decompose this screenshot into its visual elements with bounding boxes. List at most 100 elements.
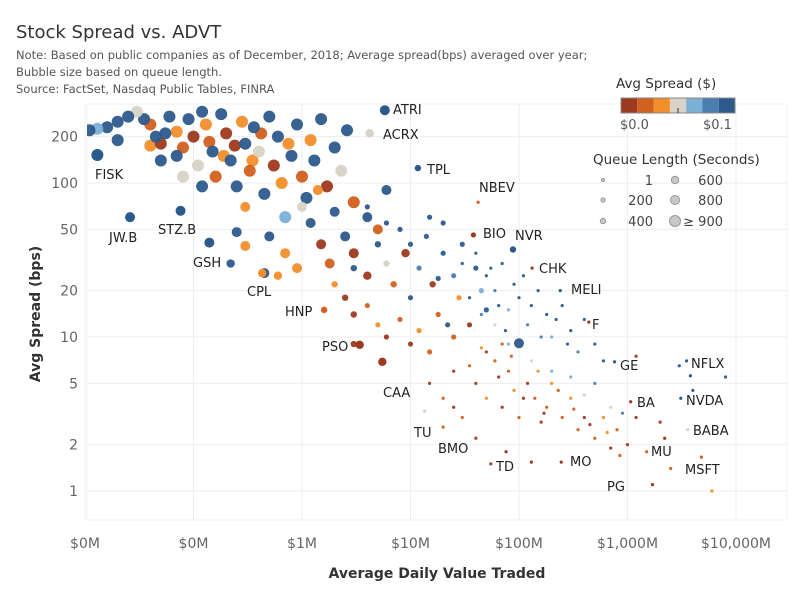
data-point	[601, 415, 606, 420]
labeled-point	[663, 436, 667, 440]
data-point	[220, 127, 233, 140]
data-point	[427, 214, 433, 220]
data-point	[565, 342, 570, 346]
data-point	[569, 396, 573, 400]
data-point	[252, 145, 265, 158]
data-point	[529, 359, 533, 363]
data-point	[340, 231, 351, 242]
data-point	[542, 411, 546, 415]
labeled-point	[530, 266, 534, 270]
data-point	[209, 170, 222, 183]
size-legend-label: 800	[698, 194, 723, 209]
color-swatch	[669, 98, 687, 113]
labeled-point	[504, 450, 508, 454]
data-point	[122, 110, 135, 123]
color-legend-min: $0.0	[620, 118, 649, 133]
data-point	[348, 248, 359, 259]
labeled-point	[379, 105, 390, 116]
labeled-point	[355, 340, 364, 349]
data-point	[474, 251, 478, 255]
data-point	[620, 411, 625, 415]
data-point	[364, 204, 370, 210]
data-point	[397, 226, 403, 232]
point-label: NBEV	[479, 181, 515, 196]
data-point	[484, 274, 488, 278]
data-point	[609, 446, 613, 450]
data-point	[517, 296, 521, 300]
data-point	[224, 154, 237, 167]
labeled-point	[414, 164, 422, 172]
data-point	[512, 388, 516, 393]
data-points	[87, 105, 728, 493]
data-point	[569, 329, 573, 333]
data-point	[576, 350, 580, 354]
point-label: MO	[570, 455, 591, 470]
point-label: JW.B	[108, 231, 137, 246]
data-point	[514, 338, 524, 349]
x-axis-ticks: $0M $0M $1M $10M $100M $1,000M $10,000M	[70, 536, 771, 552]
note-line-2: Bubble size based on queue length.	[16, 65, 223, 79]
data-point	[588, 422, 592, 427]
data-point	[479, 346, 483, 350]
data-point	[159, 127, 172, 140]
data-point	[460, 261, 464, 266]
data-point	[539, 420, 543, 424]
data-point	[423, 233, 429, 240]
data-point	[397, 316, 403, 323]
y-axis-ticks: 1 2 5 10 20 50 100 200	[51, 130, 78, 500]
data-point	[240, 201, 251, 212]
point-label: NFLX	[691, 357, 724, 372]
data-point	[509, 354, 513, 358]
labeled-point	[125, 212, 136, 223]
data-point	[246, 154, 259, 167]
data-point	[228, 139, 241, 152]
data-point	[199, 118, 212, 131]
point-label: TPL	[426, 163, 451, 178]
data-point	[506, 369, 511, 373]
point-label: PSO	[322, 340, 348, 355]
data-point	[416, 328, 422, 334]
data-point	[267, 159, 280, 172]
data-point	[440, 250, 446, 256]
point-label: GE	[620, 359, 638, 374]
data-point	[87, 124, 96, 137]
labeled-point	[699, 455, 704, 459]
data-point	[305, 217, 316, 228]
data-point	[459, 241, 465, 247]
data-point	[466, 322, 473, 328]
data-point	[497, 303, 501, 308]
size-legend-dot	[600, 197, 606, 203]
data-point	[263, 110, 276, 123]
data-point	[440, 220, 446, 226]
data-point	[521, 396, 526, 400]
data-point	[497, 375, 501, 379]
data-point	[292, 263, 303, 274]
point-label: MSFT	[685, 463, 720, 478]
data-point	[710, 489, 714, 493]
data-point	[536, 289, 540, 293]
point-label: BIO	[483, 227, 506, 242]
data-point	[362, 212, 373, 223]
point-label: STZ.B	[158, 223, 196, 238]
size-legend-title: Queue Length (Seconds)	[593, 152, 760, 168]
data-point	[154, 154, 167, 167]
data-point	[634, 415, 638, 420]
data-point	[428, 381, 432, 385]
data-point	[474, 436, 478, 440]
data-point	[341, 124, 354, 137]
y-tick-label: 50	[60, 222, 78, 238]
data-point	[618, 453, 622, 458]
data-point	[582, 317, 586, 322]
data-point	[321, 180, 334, 193]
data-point	[550, 335, 554, 339]
data-point	[582, 393, 586, 397]
labeled-point	[612, 360, 617, 364]
data-point	[226, 259, 235, 268]
point-label: NVR	[515, 229, 543, 244]
labeled-point	[529, 460, 533, 464]
data-point	[381, 185, 392, 196]
data-point	[503, 329, 508, 333]
data-point	[364, 302, 370, 309]
size-legend-label: 600	[698, 174, 723, 189]
data-point	[572, 407, 576, 411]
